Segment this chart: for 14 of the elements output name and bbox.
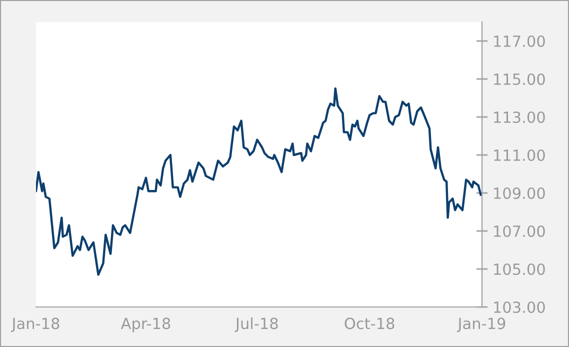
x-tick-label: Jan-19 xyxy=(456,318,506,332)
y-tick-label: 115.00 xyxy=(494,73,545,86)
x-tick-label: Oct-18 xyxy=(344,318,394,330)
y-tick-label: 117.00 xyxy=(494,35,545,48)
y-tick-label: 103.00 xyxy=(494,301,545,314)
y-tick-label: 113.00 xyxy=(494,111,545,124)
y-tick-label: 111.00 xyxy=(494,149,545,162)
x-tick-label: Jul-18 xyxy=(234,317,278,332)
x-tick-label: Apr-18 xyxy=(120,318,170,332)
line-series xyxy=(36,87,482,276)
y-tick-label: 107.00 xyxy=(494,225,545,238)
x-tick-label: Jan-18 xyxy=(10,318,60,332)
y-tick-label: 105.00 xyxy=(494,263,545,276)
y-tick-label: 109.00 xyxy=(494,187,545,200)
